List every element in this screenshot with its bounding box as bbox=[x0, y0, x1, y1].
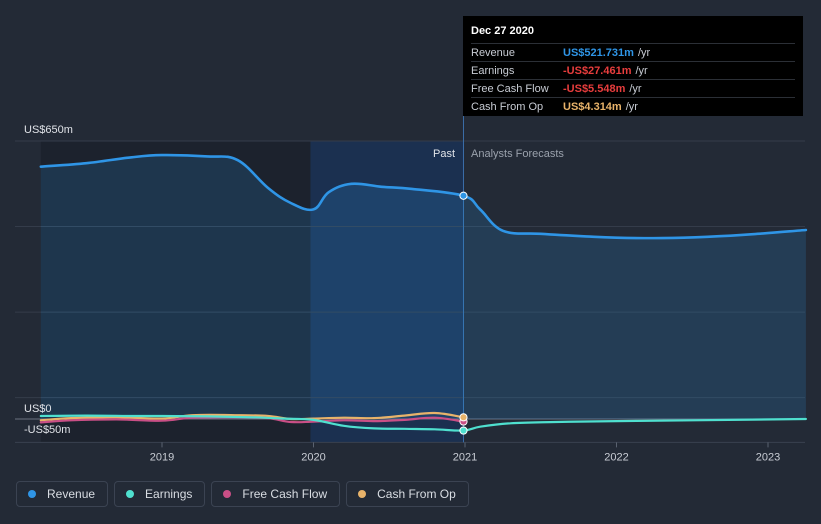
x-tick-label: 2021 bbox=[453, 451, 477, 463]
tooltip-value: -US$5.548m bbox=[563, 82, 626, 95]
section-label-forecast: Analysts Forecasts bbox=[471, 148, 564, 160]
tooltip-value: -US$27.461m bbox=[563, 64, 632, 77]
past-shade-dark bbox=[40, 141, 311, 443]
tooltip-value: US$521.731m bbox=[563, 46, 634, 59]
legend: Revenue Earnings Free Cash Flow Cash Fro… bbox=[16, 481, 469, 507]
legend-dot-icon bbox=[126, 490, 135, 498]
x-tick-label: 2023 bbox=[756, 451, 780, 463]
earnings-line bbox=[39, 414, 807, 432]
legend-item-cash-from-op[interactable]: Cash From Op bbox=[346, 481, 469, 507]
tooltip-row-earnings: Earnings -US$27.461m /yr bbox=[471, 61, 795, 79]
legend-label: Revenue bbox=[47, 487, 96, 501]
free-cash-flow-line bbox=[39, 416, 465, 424]
tooltip-label: Cash From Op bbox=[471, 100, 544, 113]
highlight-markers bbox=[459, 191, 468, 435]
revenue-line bbox=[39, 153, 808, 240]
tooltip: Dec 27 2020 Revenue US$521.731m /yr Earn… bbox=[463, 16, 803, 116]
legend-label: Earnings bbox=[145, 487, 193, 501]
tooltip-value: US$4.314m bbox=[563, 100, 622, 113]
legend-item-earnings[interactable]: Earnings bbox=[114, 481, 206, 507]
axis-labels: Past Analysts Forecasts US$650m US$0 -US$5… bbox=[24, 124, 780, 463]
legend-dot-icon bbox=[223, 490, 232, 498]
y-tick-label: US$0 bbox=[24, 403, 52, 415]
series-lines bbox=[39, 153, 808, 432]
legend-dot-icon bbox=[358, 490, 367, 498]
x-tick-label: 2019 bbox=[150, 451, 174, 463]
tooltip-label: Free Cash Flow bbox=[471, 82, 549, 95]
y-tick-label: -US$50m bbox=[24, 424, 70, 436]
tooltip-unit: /yr bbox=[635, 64, 648, 77]
x-tick-label: 2022 bbox=[604, 451, 628, 463]
tooltip-row-free-cash-flow: Free Cash Flow -US$5.548m /yr bbox=[471, 79, 795, 97]
tooltip-label: Revenue bbox=[471, 46, 516, 59]
tooltip-unit: /yr bbox=[625, 100, 638, 113]
revenue-area bbox=[40, 155, 806, 419]
revenue-area-fill bbox=[40, 155, 806, 419]
legend-label: Free Cash Flow bbox=[242, 487, 328, 501]
tooltip-unit: /yr bbox=[637, 46, 651, 59]
earnings-marker bbox=[459, 426, 468, 435]
legend-dot-icon bbox=[28, 490, 36, 498]
tooltip-unit: /yr bbox=[629, 82, 642, 95]
tooltip-date: Dec 27 2020 bbox=[471, 25, 534, 37]
legend-label: Cash From Op bbox=[377, 487, 456, 501]
revenue-marker bbox=[459, 191, 468, 200]
tooltip-row-revenue: Revenue US$521.731m /yr bbox=[471, 43, 795, 61]
legend-item-revenue[interactable]: Revenue bbox=[16, 481, 109, 507]
legend-item-free-cash-flow[interactable]: Free Cash Flow bbox=[211, 481, 341, 507]
cash-from-op-marker bbox=[459, 413, 468, 422]
tooltip-label: Earnings bbox=[471, 64, 515, 77]
y-tick-label: US$650m bbox=[24, 124, 73, 136]
tooltip-row-cash-from-op: Cash From Op US$4.314m /yr bbox=[471, 97, 795, 115]
x-tick-label: 2020 bbox=[301, 451, 325, 463]
section-label-past: Past bbox=[433, 148, 455, 160]
